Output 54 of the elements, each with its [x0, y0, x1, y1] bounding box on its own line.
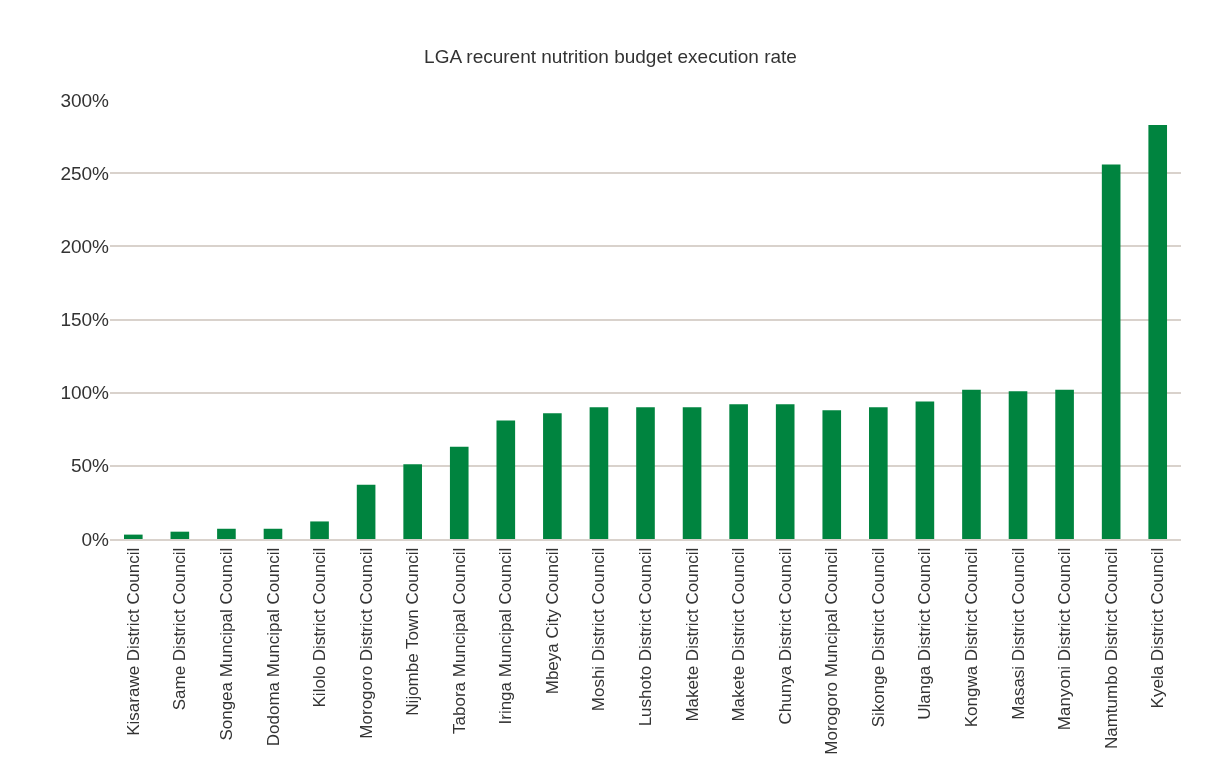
x-tick-label: Ulanga District Council — [915, 547, 935, 720]
x-tick-label: Sikonge District Council — [868, 547, 888, 728]
x-tick-label: Kisarawe District Council — [123, 547, 143, 736]
x-tick-label: Kongwa District Council — [961, 547, 981, 728]
y-tick-label: 200% — [60, 235, 110, 257]
x-tick-label: Mbeya City Council — [542, 547, 562, 695]
x-tick-label: Nijombe Town Council — [403, 547, 423, 716]
bar — [636, 407, 655, 539]
x-tick-label: Lushoto District Council — [636, 547, 656, 727]
bar — [915, 401, 935, 539]
x-tick-label: Makete District Council — [682, 547, 702, 722]
bar — [543, 413, 562, 539]
x-tick-label: Songea Muncipal Council — [216, 547, 236, 741]
bar — [356, 484, 376, 539]
bar — [263, 528, 283, 539]
bar — [869, 407, 888, 539]
x-tick-label: Masasi District Council — [1008, 547, 1028, 720]
bar — [496, 420, 516, 539]
bar — [962, 389, 981, 539]
bar — [589, 407, 609, 539]
bar — [310, 521, 329, 539]
y-tick-label: 250% — [60, 162, 110, 184]
x-tick-label: Same District Council — [170, 547, 190, 711]
bar — [449, 446, 469, 539]
bar — [170, 531, 190, 539]
y-tick-label: 300% — [60, 89, 110, 111]
bar — [1148, 124, 1168, 539]
x-tick-label: Namtumbo District Council — [1101, 547, 1121, 750]
bar — [403, 464, 422, 539]
bar — [123, 534, 143, 539]
x-tick-label: Kyela District Council — [1148, 547, 1168, 709]
x-tick-label: Kilolo District Council — [310, 547, 330, 708]
x-tick-label: Makete District Council — [729, 547, 749, 722]
bar — [1008, 391, 1028, 539]
y-tick-label: 0% — [81, 528, 110, 550]
chart-title: LGA recurent nutrition budget execution rate — [424, 46, 797, 68]
y-tick-label: 50% — [70, 455, 110, 477]
x-tick-label: Morogoro Muncipal Council — [822, 547, 842, 755]
bar — [1055, 389, 1074, 539]
x-tick-label: Tabora Muncipal Council — [449, 547, 469, 734]
x-tick-label: Manyoni District Council — [1055, 547, 1075, 731]
x-tick-label: Iringa Muncipal Council — [496, 547, 516, 725]
x-tick-label: Morogoro District Council — [356, 547, 376, 739]
bar — [1101, 164, 1121, 539]
bar — [822, 410, 842, 539]
bar — [682, 407, 702, 539]
x-tick-label: Chunya District Council — [775, 547, 795, 725]
x-tick-label: Moshi District Council — [589, 547, 609, 712]
y-tick-label: 100% — [60, 382, 110, 404]
bar — [217, 528, 236, 539]
y-tick-label: 150% — [60, 309, 110, 331]
bar — [775, 404, 795, 539]
x-tick-label: Dodoma Muncipal Council — [263, 547, 283, 747]
bar — [729, 404, 748, 539]
